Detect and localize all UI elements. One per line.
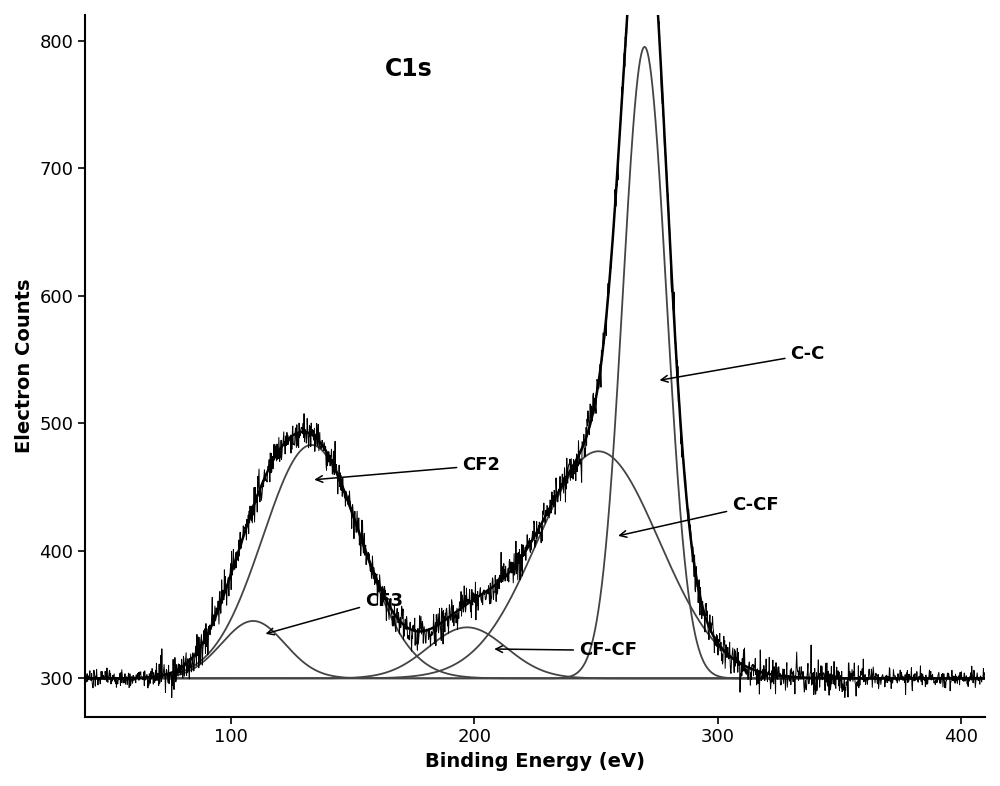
- Text: C-CF: C-CF: [620, 496, 779, 538]
- Text: CF3: CF3: [267, 592, 403, 635]
- Text: C1s: C1s: [385, 57, 433, 81]
- Text: CF-CF: CF-CF: [496, 641, 637, 659]
- Text: C-C: C-C: [661, 345, 825, 382]
- Y-axis label: Electron Counts: Electron Counts: [15, 278, 34, 453]
- Text: CF2: CF2: [316, 457, 500, 483]
- X-axis label: Binding Energy (eV): Binding Energy (eV): [425, 752, 645, 771]
